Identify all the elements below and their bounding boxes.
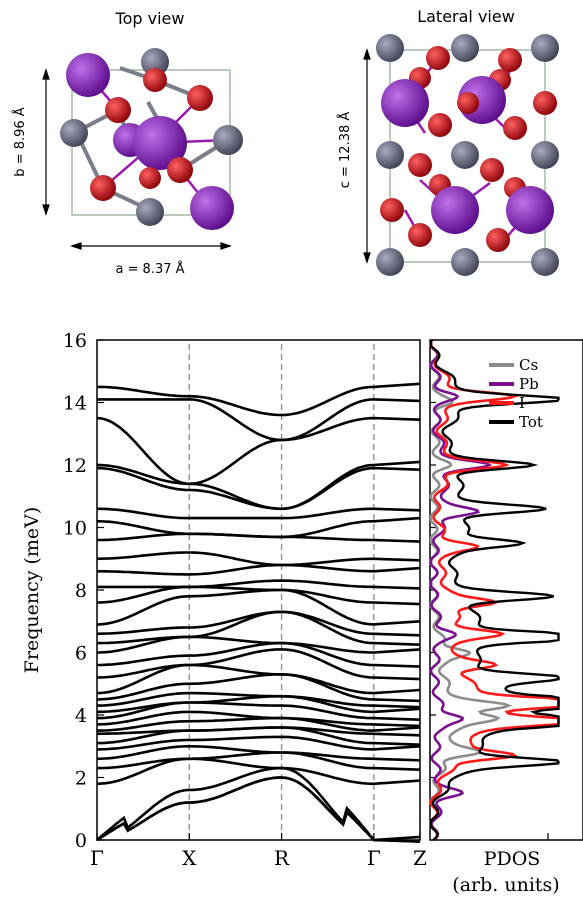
phonon-band — [97, 563, 421, 576]
phonon-band — [96, 673, 421, 703]
top-atoms — [60, 48, 243, 230]
phonon-band — [97, 516, 421, 539]
y-tick-label: 4 — [75, 705, 87, 727]
phonon-band — [96, 757, 421, 786]
phonon-band — [96, 585, 421, 606]
y-axis-label: Frequency (meV) — [21, 507, 43, 674]
legend-label-i: I — [519, 394, 525, 412]
b-dimension-arrow — [42, 68, 50, 216]
phonon-band — [96, 776, 421, 843]
phonon-band — [96, 735, 421, 751]
pdos-xlabel-line2: (arb. units) — [452, 874, 559, 896]
y-tick-label: 10 — [63, 518, 87, 540]
legend-label-cs: Cs — [519, 356, 538, 374]
pdos-frame — [429, 339, 583, 841]
lateral-view-title: Lateral view — [417, 7, 515, 26]
a-dimension-arrow — [70, 242, 232, 250]
legend-label-tot: Tot — [519, 413, 543, 431]
phonon-band — [96, 745, 421, 762]
a-label: a = 8.37 Å — [115, 261, 184, 277]
y-tick-label: 14 — [63, 393, 87, 415]
c-dimension-arrow — [363, 48, 371, 264]
pdos-xlabel-line1: PDOS — [484, 848, 541, 870]
x-tick-label: R — [274, 846, 290, 870]
phonon-band — [96, 695, 421, 714]
phonon-band — [96, 588, 421, 626]
lateral-atoms — [376, 34, 559, 276]
phonon-band — [96, 635, 421, 654]
phonon-band — [97, 610, 421, 646]
phonon-band — [97, 716, 421, 732]
phonon-band — [97, 579, 421, 590]
phonon-band — [96, 766, 421, 843]
pdos-series-pb — [429, 339, 493, 841]
y-tick-label: 6 — [75, 643, 87, 665]
phonon-band — [97, 382, 421, 417]
pdos-series-tot — [429, 339, 560, 841]
x-tick-label: Γ — [90, 846, 104, 870]
phonon-band — [96, 776, 421, 842]
phonon-band — [96, 726, 421, 737]
pdos-curves — [429, 339, 560, 841]
phonon-band — [97, 701, 421, 721]
x-tick-label: X — [182, 846, 197, 870]
phonon-band — [97, 398, 421, 442]
dispersion-bands — [96, 382, 421, 843]
x-tick-label: Z — [413, 846, 427, 870]
y-ticks: 0 2 4 6 8 10 12 14 16 — [63, 330, 436, 852]
phonon-band — [97, 507, 421, 520]
top-view-title: Top view — [115, 9, 185, 28]
legend-label-pb: Pb — [519, 375, 539, 393]
phonon-band — [96, 466, 421, 511]
y-tick-label: 8 — [75, 580, 87, 602]
phonon-dispersion-chart: 0 2 4 6 8 10 12 14 16 Γ X R Γ Z Frequency (meV) — [21, 330, 436, 870]
phonon-band — [96, 610, 421, 637]
y-tick-label: 16 — [63, 330, 87, 352]
x-tick-label: Γ — [367, 846, 381, 870]
y-tick-label: 0 — [75, 830, 87, 852]
phonon-band — [97, 751, 421, 771]
phonon-band — [96, 710, 421, 728]
phonon-band — [96, 416, 421, 486]
y-tick-label: 2 — [75, 768, 87, 790]
phonon-band — [96, 460, 421, 511]
y-tick-label: 12 — [63, 455, 87, 477]
top-view-panel: Top view — [12, 9, 243, 277]
phonon-band — [96, 663, 421, 695]
lateral-view-panel: Lateral view — [337, 7, 559, 276]
phonon-band — [96, 551, 421, 567]
b-label: b = 8.96 Å — [12, 107, 28, 176]
phonon-band — [96, 648, 421, 681]
c-label: c = 12.38 Å — [337, 112, 353, 189]
phonon-band — [97, 641, 421, 668]
phonon-band — [97, 691, 421, 709]
